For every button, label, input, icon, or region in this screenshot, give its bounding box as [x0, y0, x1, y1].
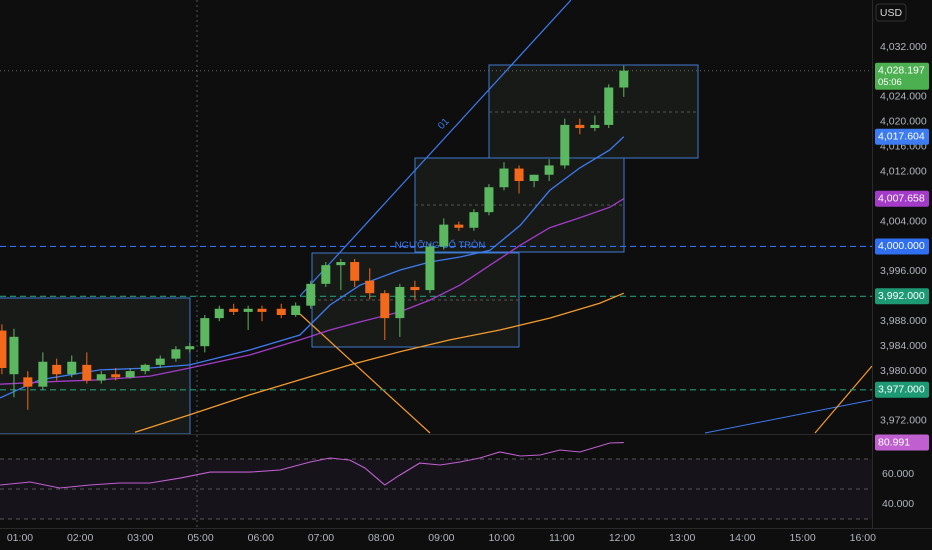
candle-body: [96, 374, 106, 381]
candle-body: [499, 168, 509, 188]
candle-body: [380, 293, 390, 319]
candle-body: [306, 283, 316, 306]
x-tick-label: 03:00: [127, 532, 153, 544]
x-tick-label: 11:00: [549, 532, 575, 544]
candle-body: [67, 361, 77, 375]
y-tick-label: 3,980.000: [880, 365, 927, 377]
trendline: [299, 313, 431, 434]
y-tick-label: 4,024.000: [880, 91, 927, 103]
rsi-badge-bg: [875, 434, 929, 451]
currency: USD: [880, 7, 903, 19]
zone-box: [0, 297, 191, 435]
candle-body: [9, 336, 19, 375]
level-badge-bg: [875, 381, 929, 398]
rsi-tick-label: 40.000: [882, 498, 914, 510]
candle-body: [200, 318, 210, 347]
x-tick-label: 10:00: [488, 532, 514, 544]
candle-body: [514, 168, 524, 182]
y-tick-label: 4,012.000: [880, 165, 927, 177]
candle-body: [619, 70, 629, 88]
candle-body: [243, 308, 253, 312]
candle-body: [336, 262, 346, 266]
x-tick-label: 01:00: [7, 532, 33, 544]
x-tick-label: 16:00: [850, 532, 876, 544]
candle-body: [410, 286, 420, 291]
y-tick-label: 3,984.000: [880, 340, 927, 352]
candle-body: [425, 246, 435, 291]
y-tick-label: 4,004.000: [880, 215, 927, 227]
level-badge-bg: [875, 238, 929, 255]
candle-body: [111, 374, 121, 378]
rsi-tick-label: 60.000: [882, 468, 914, 480]
candle-body: [321, 265, 331, 284]
currency-box[interactable]: [875, 3, 907, 22]
candle-body: [365, 280, 375, 294]
rsi-line: [0, 442, 624, 489]
x-tick-label: 15:00: [789, 532, 815, 544]
y-tick-label: 4,032.000: [880, 41, 927, 53]
ma-badge: 4,007.658: [878, 192, 925, 204]
candle-body: [395, 286, 405, 319]
candle-body: [214, 308, 224, 319]
candle-body: [229, 308, 239, 312]
moving-average: [0, 198, 625, 385]
trendline: [814, 365, 873, 434]
x-tick-label: 07:00: [308, 532, 334, 544]
y-tick-label: 3,996.000: [880, 265, 927, 277]
y-tick-label: 4,020.000: [880, 116, 927, 128]
trendlines: [299, 0, 873, 434]
candle-body: [529, 174, 539, 182]
level-badge: 3,977.000: [878, 384, 925, 396]
countdown: 05:06: [878, 77, 902, 88]
candle-body: [125, 371, 135, 378]
candle-body: [185, 346, 195, 350]
last-price-badge: 4,028.197: [878, 64, 925, 76]
x-tick-label: 02:00: [67, 532, 93, 544]
candle-body: [590, 124, 600, 129]
rsi-badge: 80.991: [878, 436, 910, 448]
candle-body: [575, 124, 585, 129]
x-tick-label: 06:00: [248, 532, 274, 544]
candle-body: [155, 358, 165, 365]
level-badge: 3,992.000: [878, 290, 925, 302]
candle-body: [291, 305, 301, 316]
candle-body: [560, 124, 570, 166]
candle-body: [439, 224, 449, 247]
candle-body: [544, 165, 554, 175]
y-tick-label: 3,988.000: [880, 315, 927, 327]
ma-badge-bg: [875, 190, 929, 207]
candle-body: [484, 187, 494, 213]
last-price-badge-bg: [875, 62, 929, 90]
trendline: [704, 399, 873, 434]
candle-body: [52, 364, 62, 375]
level-badge: 4,000.000: [878, 240, 925, 252]
candle-body: [0, 330, 7, 368]
candle-body: [276, 308, 286, 316]
moving-average: [134, 292, 625, 433]
candle-body: [82, 364, 92, 381]
candle-body: [257, 308, 267, 312]
x-tick-label: 09:00: [428, 532, 454, 544]
y-tick-label: 3,972.000: [880, 415, 927, 427]
x-tick-label: 13:00: [669, 532, 695, 544]
candle-body: [350, 262, 360, 281]
candle-body: [171, 349, 181, 359]
candle-body: [23, 377, 33, 387]
x-tick-label: 05:00: [187, 532, 213, 544]
ma-badge-bg: [875, 128, 929, 145]
level-badge-bg: [875, 288, 929, 305]
candle-body: [604, 87, 614, 125]
candle-body: [38, 361, 48, 387]
x-tick-label: 12:00: [609, 532, 635, 544]
candle-body: [454, 224, 464, 228]
candle-body: [140, 364, 150, 372]
x-tick-label: 14:00: [729, 532, 755, 544]
candle-body: [469, 212, 479, 228]
ma-badge: 4,017.604: [878, 131, 925, 143]
x-tick-label: 08:00: [368, 532, 394, 544]
